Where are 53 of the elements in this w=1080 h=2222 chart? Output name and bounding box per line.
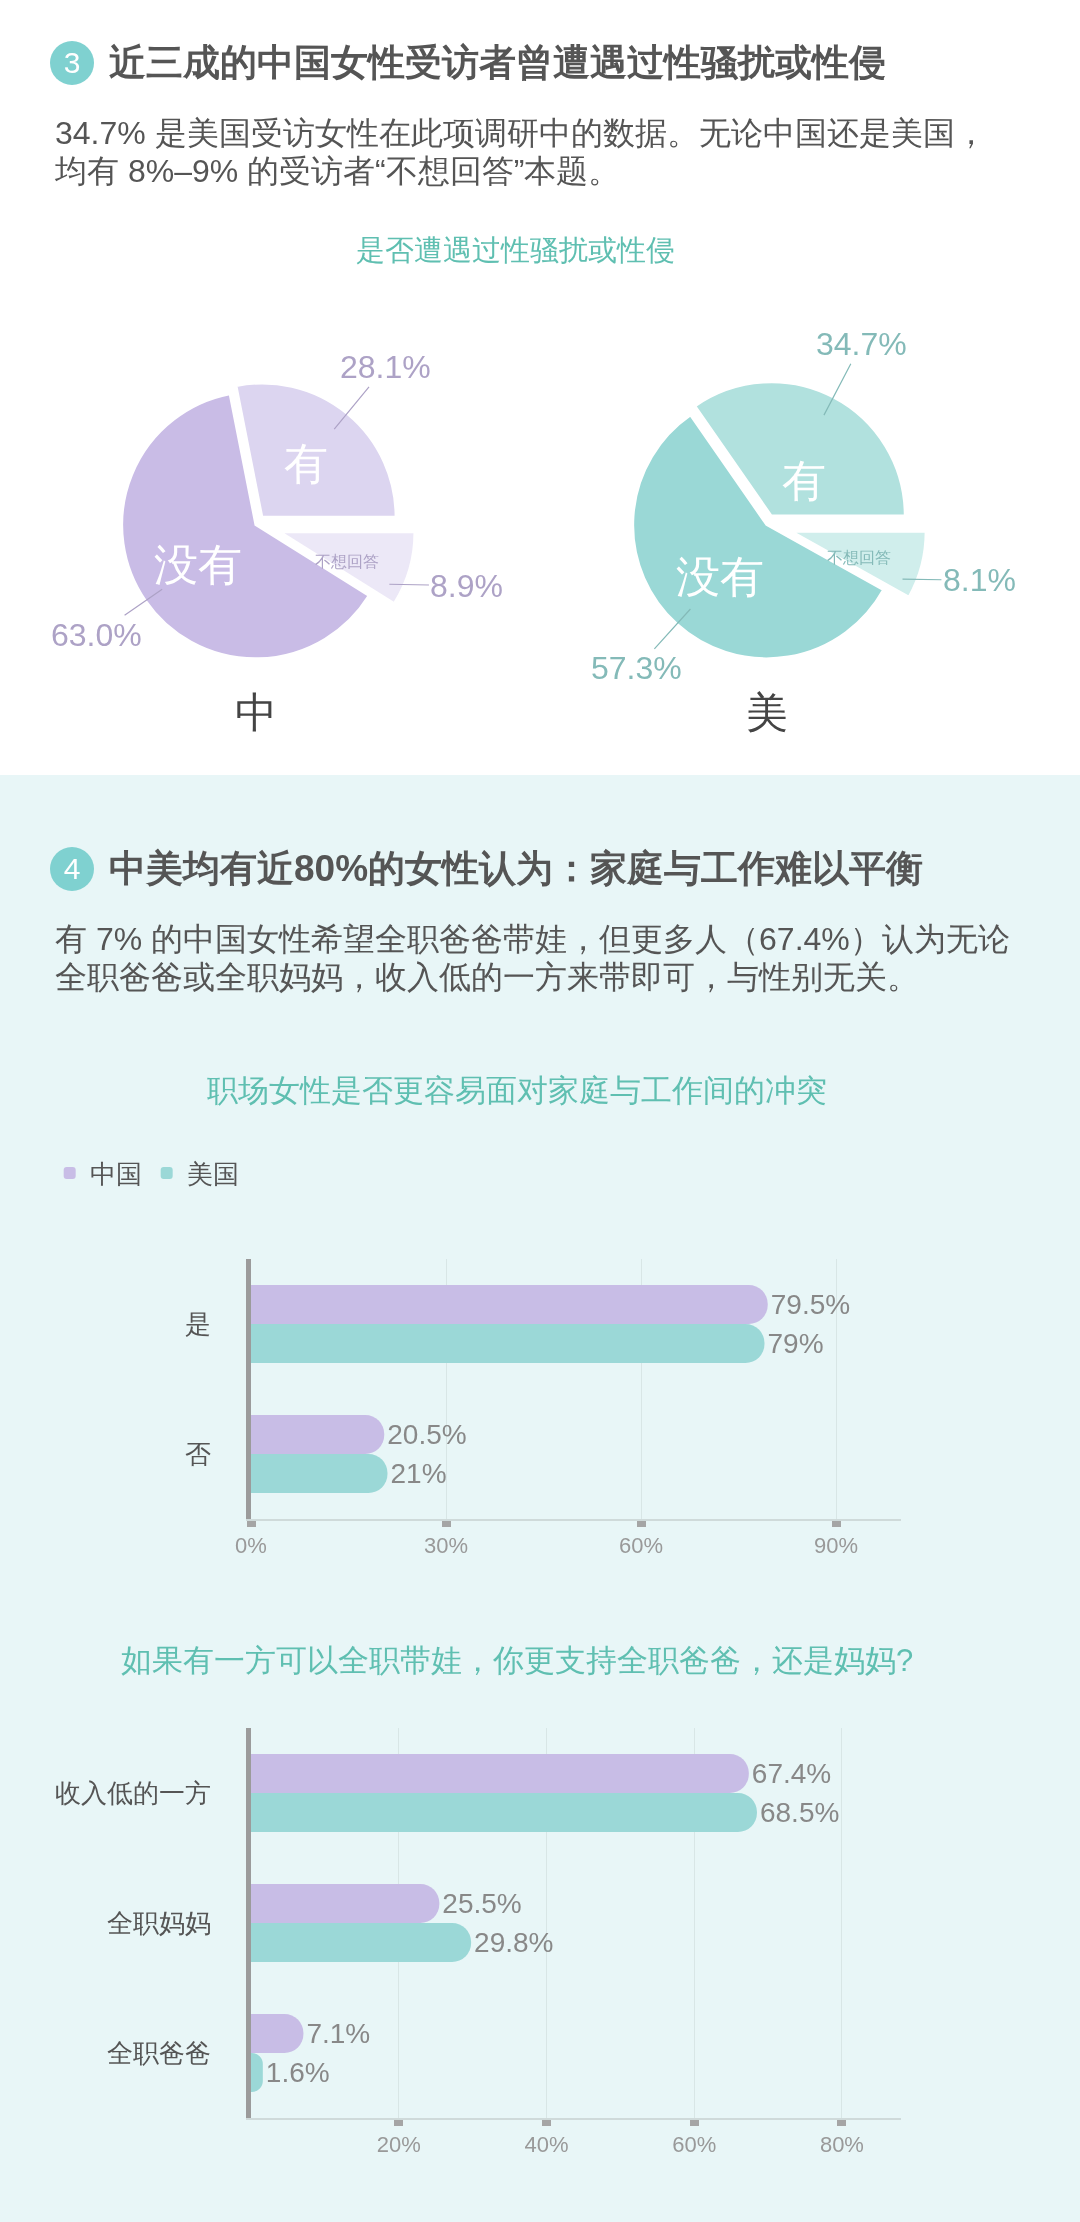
bar [251,1923,472,1962]
data-label: 79.5% [770,1289,851,1320]
bar [251,1285,768,1324]
y-tick-label: 否 [184,1439,211,1470]
text: 中美均有近80%的女性认为：家庭与工作难以平衡 [109,847,924,891]
y-tick-label: 是 [184,1309,211,1340]
data-label: 28.1% [340,349,431,385]
x-tick-label: 30% [423,1533,469,1559]
bar [251,1793,757,1832]
data-label: 25.5% [442,1888,522,1919]
data-label: 34.7% [816,326,907,362]
slice-label: 不想回答 [827,549,891,566]
legend-label: 美国 [186,1159,239,1190]
data-label: 21% [390,1458,447,1489]
chart-title: 职场女性是否更容易面对家庭与工作间的冲突 [207,1073,827,1109]
bar [251,1454,388,1493]
slice-label: 没有 [154,540,242,589]
x-tick-label: 90% [813,1533,859,1559]
text: 美 [745,688,788,738]
x-tick-label: 60% [618,1533,664,1559]
chart-title: 是否遭遇过性骚扰或性侵 [355,233,675,268]
text: 近三成的中国女性受访者曾遭遇过性骚扰或性侵 [109,41,886,85]
y-tick-label: 全职妈妈 [106,1908,211,1939]
data-label: 1.6% [265,2057,330,2088]
data-label: 8.1% [943,562,1016,598]
data-label: 68.5% [759,1797,840,1828]
x-tick-label: 80% [819,2132,864,2158]
data-label: 8.9% [430,568,503,604]
text: 中 [234,688,277,738]
legend-label: 中国 [89,1159,142,1190]
bar [251,1754,749,1793]
data-label: 20.5% [387,1419,467,1450]
chart-title: 如果有一方可以全职带娃，你更支持全职爸爸，还是妈妈? [120,1643,914,1679]
data-label: 29.8% [474,1927,554,1958]
bar [251,1884,440,1923]
y-tick-label: 全职爸爸 [106,2038,211,2069]
text: 有 7% 的中国女性希望全职爸爸带娃，但更多人（67.4%）认为无论全职爸爸或全职妈妈，收入低的一方来带即可，与性别无关。 [55,920,1011,996]
x-tick-label: 0% [235,1533,267,1559]
data-label: 7.1% [306,2018,371,2049]
data-label: 57.3% [591,650,682,686]
bar [251,1415,385,1454]
y-tick-label: 收入低的一方 [54,1778,211,1809]
x-tick-label: 60% [672,2132,717,2158]
x-tick-label: 20% [376,2132,421,2158]
slice-label: 有 [782,456,826,505]
data-label: 63.0% [51,617,142,653]
x-tick-label: 40% [524,2132,569,2158]
slice-label: 不想回答 [315,553,379,570]
text: 34.7% 是美国受访女性在此项调研中的数据。无论中国还是美国，均有 8%–9% 的受访者“不想回答”本题。 [55,114,988,190]
slice-label: 没有 [676,552,764,601]
bar [251,1324,765,1363]
data-label: 79% [767,1328,824,1359]
data-label: 67.4% [751,1758,832,1789]
